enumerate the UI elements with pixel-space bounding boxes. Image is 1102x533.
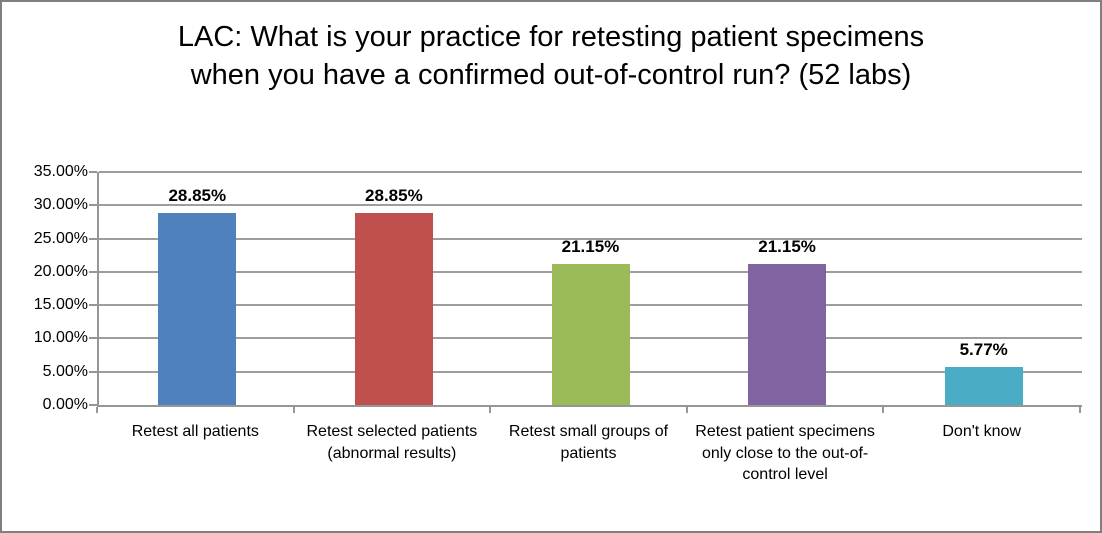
y-tick-label: 30.00% xyxy=(33,196,88,214)
plot-area: 28.85% 28.85% 21.15% 21.15% 5.77% xyxy=(97,171,1082,407)
bar-data-label: 21.15% xyxy=(561,237,620,257)
bar-data-label: 28.85% xyxy=(365,185,423,205)
bar-data-label: 5.77% xyxy=(959,339,1008,359)
x-tick-mark xyxy=(292,407,295,413)
y-tick-mark xyxy=(89,204,97,207)
y-tick-label: 0.00% xyxy=(42,396,88,413)
y-tick-mark xyxy=(89,404,97,406)
x-tick-mark xyxy=(1079,407,1081,413)
gridline xyxy=(99,237,1082,240)
y-tick-label: 5.00% xyxy=(42,362,88,380)
bar-data-label: 21.15% xyxy=(758,237,816,257)
x-category-label: Retest small groups of patients xyxy=(508,423,669,462)
bar xyxy=(748,264,827,405)
y-tick-label: 15.00% xyxy=(33,296,88,314)
bar xyxy=(354,212,433,405)
y-tick-mark xyxy=(89,237,97,240)
bar-data-label: 28.85% xyxy=(168,185,227,205)
y-tick-mark xyxy=(89,304,97,307)
x-category-label: Don't know xyxy=(942,423,1022,440)
y-tick-label: 25.00% xyxy=(33,229,88,247)
y-tick-mark xyxy=(89,171,97,173)
y-tick-label: 35.00% xyxy=(33,163,88,180)
x-tick-mark xyxy=(882,407,885,413)
y-tick-mark xyxy=(89,270,97,273)
y-tick-label: 20.00% xyxy=(33,262,88,280)
gridline xyxy=(99,204,1082,207)
y-tick-label: 10.00% xyxy=(33,329,88,347)
bar xyxy=(551,264,630,405)
x-tick-mark xyxy=(489,407,492,413)
y-tick-mark xyxy=(89,337,97,340)
x-tick-mark xyxy=(685,407,688,413)
x-category-label: Retest patient specimens only close to t… xyxy=(695,423,875,484)
x-category-label: Retest selected patients (abnormal resul… xyxy=(306,423,478,462)
bar xyxy=(158,212,237,405)
x-category-label: Retest all patients xyxy=(131,423,259,440)
chart-title: LAC: What is your practice for retesting… xyxy=(177,21,925,92)
bar xyxy=(944,366,1023,405)
gridline xyxy=(99,171,1082,173)
x-tick-mark xyxy=(96,407,98,413)
y-tick-mark xyxy=(89,370,97,373)
